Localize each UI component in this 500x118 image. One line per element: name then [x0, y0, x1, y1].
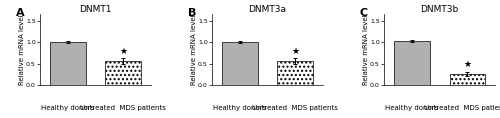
Y-axis label: Relative mRNA level: Relative mRNA level: [18, 14, 24, 85]
Title: DNMT1: DNMT1: [79, 5, 112, 14]
Title: DNMT3b: DNMT3b: [420, 5, 459, 14]
Text: Untreated  MDS patients: Untreated MDS patients: [80, 105, 166, 111]
Text: A: A: [16, 8, 24, 19]
Bar: [106, 61, 141, 85]
Text: ★: ★: [291, 47, 300, 56]
Bar: [394, 41, 430, 85]
Bar: [222, 42, 258, 85]
Y-axis label: Relative mRNA level: Relative mRNA level: [362, 14, 368, 85]
Text: Healthy donors: Healthy donors: [385, 105, 438, 111]
Text: Healthy donors: Healthy donors: [41, 105, 94, 111]
Text: Untreated  MDS patients: Untreated MDS patients: [252, 105, 338, 111]
Title: DNMT3a: DNMT3a: [248, 5, 286, 14]
Text: Healthy donors: Healthy donors: [213, 105, 266, 111]
Text: Untreated  MDS patients: Untreated MDS patients: [424, 105, 500, 111]
Text: B: B: [188, 8, 196, 19]
Y-axis label: Relative mRNA level: Relative mRNA level: [190, 14, 196, 85]
Text: C: C: [360, 8, 368, 19]
Bar: [278, 61, 313, 85]
Text: ★: ★: [463, 60, 471, 69]
Bar: [450, 74, 485, 85]
Bar: [50, 42, 86, 85]
Text: ★: ★: [119, 47, 128, 56]
